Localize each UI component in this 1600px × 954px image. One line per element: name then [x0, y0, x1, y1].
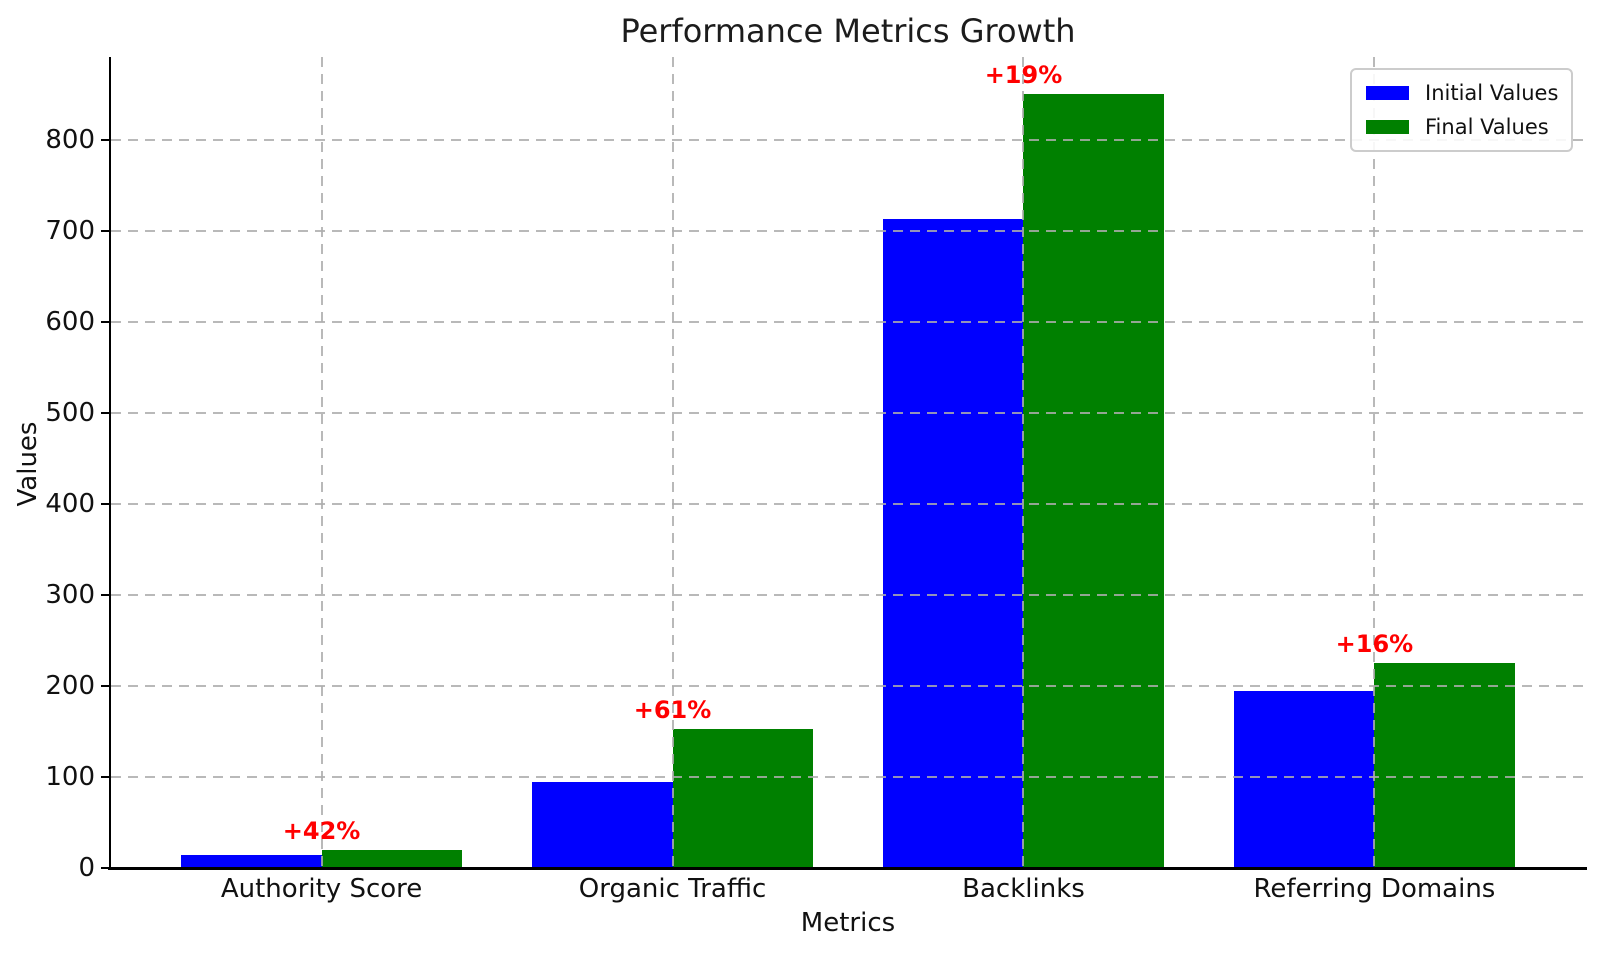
growth-annotation-2: +61%: [633, 695, 712, 724]
y-tick-label-800: 800: [45, 124, 95, 155]
legend-label-initial: Initial Values: [1425, 81, 1559, 105]
gridline-h-100: [111, 775, 1585, 778]
growth-annotation-4: +16%: [1335, 630, 1414, 659]
y-tick-label-500: 500: [45, 397, 95, 428]
y-tick-mark-700: [101, 229, 111, 232]
legend-row-2: Final Values: [1366, 113, 1559, 141]
gridline-v-4: [1373, 57, 1376, 868]
bar-final-1: [321, 849, 462, 868]
y-axis-label: Values: [13, 421, 43, 507]
y-tick-mark-100: [101, 775, 111, 778]
gridline-h-700: [111, 229, 1585, 232]
y-tick-label-0: 0: [78, 853, 95, 883]
y-tick-label-200: 200: [45, 670, 95, 701]
y-tick-label-300: 300: [45, 579, 95, 610]
bar-final-2: [672, 728, 813, 868]
y-tick-label-600: 600: [45, 306, 95, 337]
y-tick-label-100: 100: [45, 761, 95, 792]
gridline-h-800: [111, 138, 1585, 141]
gridline-v-2: [671, 57, 674, 868]
bar-initial-2: [532, 781, 673, 868]
y-tick-mark-200: [101, 684, 111, 687]
legend: Initial Values Final Values: [1350, 68, 1573, 152]
legend-swatch-final: [1366, 120, 1409, 134]
category-label-2: Organic Traffic: [578, 874, 767, 904]
bar-final-3: [1023, 94, 1164, 868]
y-tick-mark-300: [101, 593, 111, 596]
legend-row-1: Initial Values: [1366, 79, 1559, 107]
bar-initial-4: [1234, 691, 1375, 868]
gridline-h-200: [111, 684, 1585, 687]
gridline-h-300: [111, 593, 1585, 596]
category-label-3: Backlinks: [962, 874, 1085, 904]
growth-annotation-3: +19%: [984, 61, 1063, 90]
y-tick-mark-800: [101, 138, 111, 141]
growth-annotation-1: +42%: [282, 816, 361, 845]
gridline-h-400: [111, 502, 1585, 505]
legend-swatch-initial: [1366, 86, 1409, 100]
y-tick-mark-400: [101, 502, 111, 505]
legend-label-final: Final Values: [1425, 115, 1549, 139]
bar-initial-1: [181, 855, 322, 868]
category-label-4: Referring Domains: [1253, 874, 1496, 904]
gridline-h-500: [111, 411, 1585, 414]
gridline-v-1: [320, 57, 323, 868]
category-label-1: Authority Score: [220, 874, 423, 904]
bar-final-4: [1374, 663, 1515, 868]
x-axis-spine: [108, 867, 1587, 870]
gridline-v-3: [1022, 57, 1025, 868]
chart-title: Performance Metrics Growth: [620, 12, 1076, 50]
gridline-h-600: [111, 320, 1585, 323]
y-tick-mark-0: [101, 867, 111, 869]
x-axis-label: Metrics: [800, 908, 896, 938]
y-tick-label-700: 700: [45, 215, 95, 246]
y-tick-mark-600: [101, 320, 111, 323]
bar-initial-3: [883, 219, 1024, 868]
y-axis-spine: [109, 57, 111, 870]
y-tick-mark-500: [101, 411, 111, 414]
y-tick-label-400: 400: [45, 488, 95, 519]
